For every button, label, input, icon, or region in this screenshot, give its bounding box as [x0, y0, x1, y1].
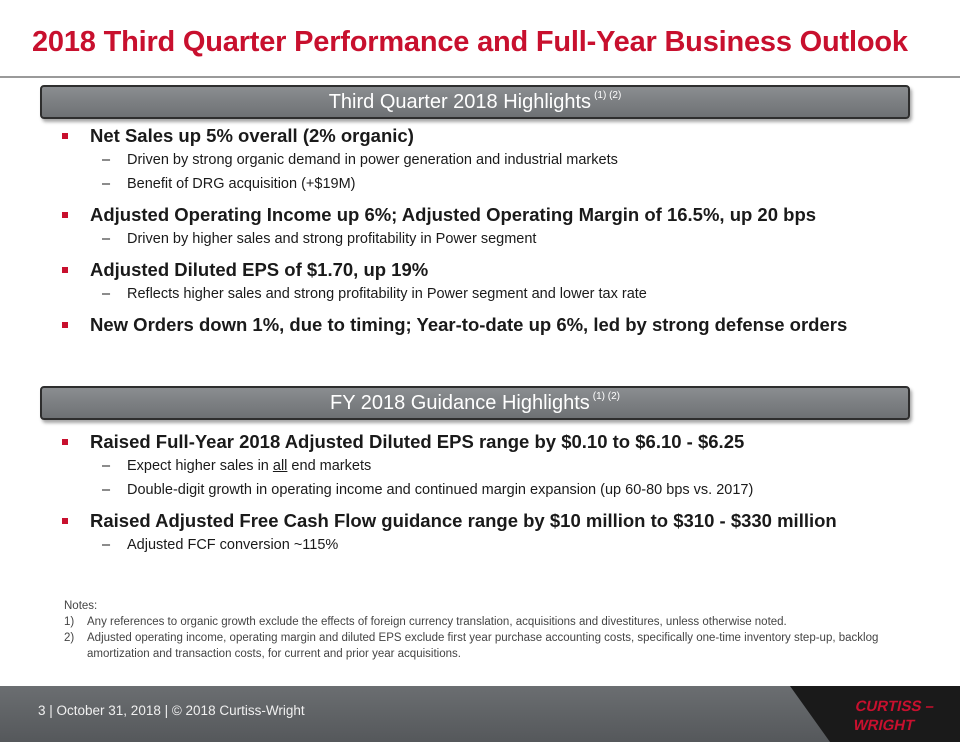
page-title: 2018 Third Quarter Performance and Full-… [32, 26, 908, 58]
sub-text: Driven by higher sales and strong profit… [127, 231, 537, 247]
q3-highlights-list: Net Sales up 5% overall (2% organic) – Dr… [62, 124, 942, 337]
logo-line2: WRIGHT [852, 717, 917, 734]
sub-text-underlined: all [272, 458, 288, 474]
list-item: Raised Adjusted Free Cash Flow guidance … [62, 509, 942, 533]
footnote-item: 2) Adjusted operating income, operating m… [64, 630, 884, 662]
dash-bullet: – [102, 286, 111, 302]
bullet-text: Adjusted Diluted EPS of $1.70, up 19% [90, 259, 429, 280]
sub-item: – Double-digit growth in operating income… [62, 478, 942, 502]
square-bullet-icon [62, 212, 68, 218]
banner-footnote-ref: (1) (2) [594, 90, 622, 101]
logo-line1: CURTISS – [854, 698, 936, 715]
section-banner-q3: Third Quarter 2018 Highlights (1) (2) [40, 85, 910, 119]
square-bullet-icon [62, 439, 68, 445]
square-bullet-icon [62, 133, 68, 139]
footnotes: Notes: 1) Any references to organic growt… [64, 598, 884, 662]
logo-graphic: CURTISS – WRIGHT [790, 686, 960, 742]
footnote-number: 1) [64, 616, 75, 628]
list-item: Adjusted Diluted EPS of $1.70, up 19% [62, 258, 942, 282]
bullet-text: Net Sales up 5% overall (2% organic) [90, 125, 414, 146]
list-item: Net Sales up 5% overall (2% organic) [62, 124, 942, 148]
square-bullet-icon [62, 267, 68, 273]
curtiss-wright-logo: CURTISS – WRIGHT [790, 686, 960, 742]
bullet-text: New Orders down 1%, due to timing; Year-… [90, 314, 848, 335]
sub-text: Double-digit growth in operating income … [127, 482, 754, 498]
footnote-item: 1) Any references to organic growth exclu… [64, 614, 884, 630]
sub-text: Reflects higher sales and strong profita… [127, 286, 647, 302]
bullet-text: Raised Full-Year 2018 Adjusted Diluted E… [90, 431, 745, 452]
sub-text-post: end markets [287, 458, 372, 474]
dash-bullet: – [102, 482, 111, 498]
fy-guidance-list: Raised Full-Year 2018 Adjusted Diluted E… [62, 430, 942, 557]
dash-bullet: – [102, 176, 111, 192]
title-divider [0, 76, 960, 78]
banner-label: Third Quarter 2018 Highlights [328, 91, 592, 113]
sub-item: – Benefit of DRG acquisition (+$19M) [62, 172, 942, 196]
dash-bullet: – [102, 537, 111, 553]
sub-item: – Driven by strong organic demand in powe… [62, 148, 942, 172]
banner-footnote-ref: (1) (2) [592, 391, 621, 402]
bullet-text: Adjusted Operating Income up 6%; Adjuste… [90, 204, 817, 225]
dash-bullet: – [102, 231, 111, 247]
bullet-text: Raised Adjusted Free Cash Flow guidance … [90, 510, 837, 531]
notes-heading: Notes: [64, 600, 98, 612]
dash-bullet: – [102, 152, 111, 168]
sub-item: – Expect higher sales in all end markets [62, 454, 942, 478]
sub-text: Driven by strong organic demand in power… [127, 152, 618, 168]
list-item: New Orders down 1%, due to timing; Year-… [62, 313, 942, 337]
footnote-number: 2) [64, 632, 75, 644]
footer-text: 3 | October 31, 2018 | © 2018 Curtiss-Wr… [38, 703, 305, 718]
banner-label: FY 2018 Guidance Highlights [329, 392, 590, 414]
sub-text-pre: Expect higher sales in [127, 458, 273, 474]
sub-item: – Driven by higher sales and strong profi… [62, 227, 942, 251]
square-bullet-icon [62, 322, 68, 328]
square-bullet-icon [62, 518, 68, 524]
sub-text: Benefit of DRG acquisition (+$19M) [127, 176, 356, 192]
list-item: Adjusted Operating Income up 6%; Adjuste… [62, 203, 942, 227]
dash-bullet: – [102, 458, 111, 474]
section-banner-fy2018: FY 2018 Guidance Highlights (1) (2) [40, 386, 910, 420]
sub-item: – Adjusted FCF conversion ~115% [62, 533, 942, 557]
footnote-text: Any references to organic growth exclude… [87, 616, 787, 628]
sub-text: Adjusted FCF conversion ~115% [127, 537, 339, 553]
sub-item: – Reflects higher sales and strong profit… [62, 282, 942, 306]
footnote-text: Adjusted operating income, operating mar… [87, 632, 879, 660]
list-item: Raised Full-Year 2018 Adjusted Diluted E… [62, 430, 942, 454]
